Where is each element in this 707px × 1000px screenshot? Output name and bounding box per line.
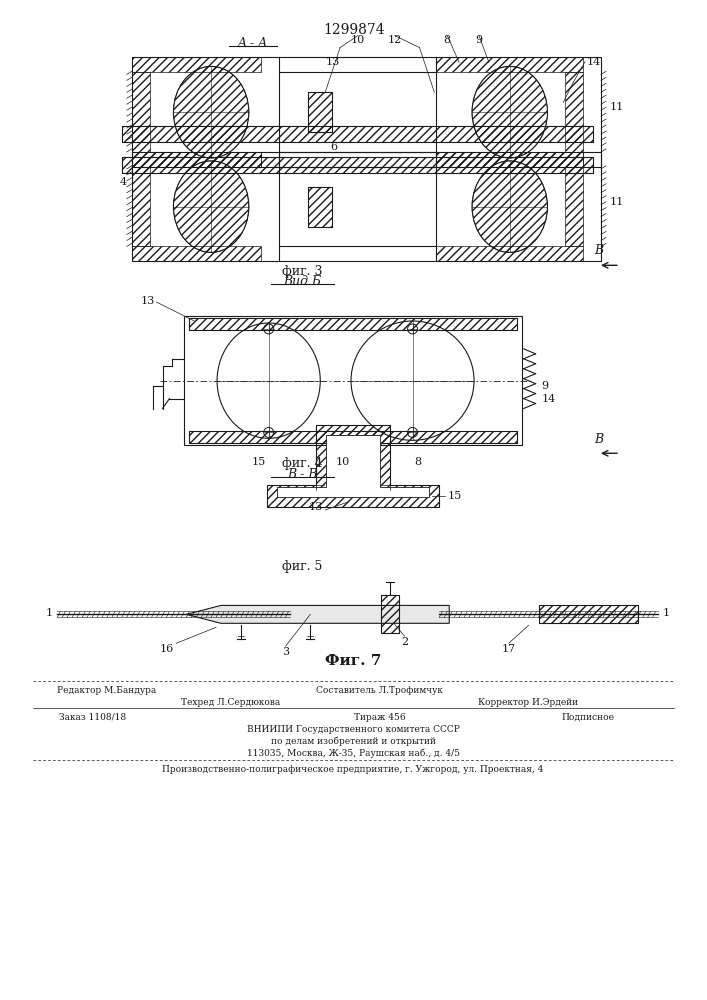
Text: 11: 11: [610, 197, 624, 207]
Text: 8: 8: [444, 35, 451, 45]
Bar: [436, 246, 583, 261]
Text: 15: 15: [448, 491, 462, 501]
Text: 8: 8: [414, 457, 421, 467]
Text: Корректор И.Эрдейи: Корректор И.Эрдейи: [479, 698, 579, 707]
Bar: [132, 72, 150, 152]
Bar: [566, 167, 583, 246]
Text: 10: 10: [351, 35, 365, 45]
Bar: [308, 92, 332, 132]
Text: 9: 9: [542, 381, 549, 391]
Bar: [132, 57, 261, 72]
Text: 11: 11: [610, 102, 624, 112]
Text: 14: 14: [542, 394, 556, 404]
Bar: [132, 57, 279, 167]
Bar: [539, 605, 638, 623]
Text: 16: 16: [159, 644, 174, 654]
Bar: [436, 57, 583, 72]
Bar: [436, 152, 583, 167]
Bar: [132, 152, 261, 167]
Text: 113035, Москва, Ж-35, Раушская наб., д. 4/5: 113035, Москва, Ж-35, Раушская наб., д. …: [247, 749, 460, 758]
Bar: [539, 605, 638, 623]
Polygon shape: [276, 435, 429, 497]
Text: ВНИИПИ Государственного комитета СССР: ВНИИПИ Государственного комитета СССР: [247, 725, 460, 734]
Bar: [132, 246, 261, 261]
Text: B - B: B - B: [287, 468, 317, 481]
Bar: [132, 152, 279, 261]
Text: Вид Б: Вид Б: [284, 275, 322, 288]
Text: 12: 12: [387, 35, 402, 45]
Bar: [189, 431, 517, 443]
Text: 13: 13: [309, 502, 323, 512]
Text: 1: 1: [662, 608, 670, 618]
Text: фиг. 4: фиг. 4: [282, 457, 322, 470]
Text: Техред Л.Сердюкова: Техред Л.Сердюкова: [181, 698, 281, 707]
Text: Заказ 1108/18: Заказ 1108/18: [59, 713, 126, 722]
Bar: [436, 152, 601, 261]
Text: 17: 17: [502, 644, 516, 654]
Bar: [436, 57, 601, 167]
Text: Подписное: Подписное: [561, 713, 614, 722]
Text: 1299874: 1299874: [323, 23, 385, 37]
Text: 6: 6: [330, 142, 337, 152]
Text: A - A: A - A: [238, 37, 268, 50]
Text: 15: 15: [252, 457, 266, 467]
Bar: [566, 72, 583, 152]
Text: 10: 10: [336, 457, 350, 467]
Text: 4: 4: [119, 177, 127, 187]
Bar: [122, 157, 593, 173]
Text: 14: 14: [586, 57, 600, 67]
Bar: [335, 435, 371, 443]
Bar: [132, 152, 261, 167]
Text: фиг. 5: фиг. 5: [282, 560, 322, 573]
Text: Составитель Л.Трофимчук: Составитель Л.Трофимчук: [316, 686, 443, 695]
Bar: [381, 595, 399, 633]
Text: 13: 13: [140, 296, 155, 306]
Text: B: B: [595, 433, 604, 446]
Text: 3: 3: [282, 647, 289, 657]
Text: B: B: [595, 244, 604, 257]
Text: Тираж 456: Тираж 456: [354, 713, 406, 722]
Text: Производственно-полиграфическое предприятие, г. Ужгород, ул. Проектная, 4: Производственно-полиграфическое предприя…: [163, 765, 544, 774]
Bar: [436, 152, 583, 167]
Text: 13: 13: [325, 57, 339, 67]
Text: Фиг. 7: Фиг. 7: [325, 654, 381, 668]
Bar: [189, 318, 517, 330]
Text: по делам изобретений и открытий: по делам изобретений и открытий: [271, 737, 436, 746]
Text: 1: 1: [45, 608, 52, 618]
Text: 2: 2: [401, 637, 408, 647]
Bar: [308, 92, 332, 132]
Text: фиг. 3: фиг. 3: [282, 265, 322, 278]
Bar: [308, 187, 332, 227]
Bar: [132, 167, 150, 246]
Bar: [122, 157, 593, 173]
Bar: [381, 595, 399, 633]
Text: 9: 9: [475, 35, 483, 45]
Bar: [122, 126, 593, 142]
Bar: [122, 126, 593, 142]
Polygon shape: [187, 605, 449, 623]
Bar: [189, 318, 517, 330]
Bar: [308, 187, 332, 227]
Text: Редактор М.Бандура: Редактор М.Бандура: [57, 686, 156, 695]
Bar: [185, 316, 522, 445]
Bar: [189, 431, 517, 443]
